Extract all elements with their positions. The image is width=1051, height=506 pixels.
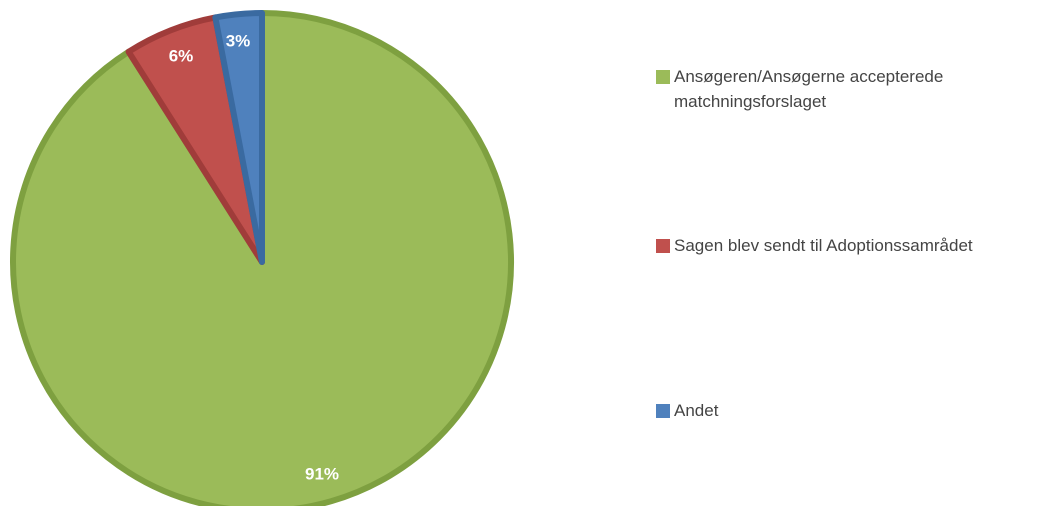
legend: Ansøgeren/Ansøgerne accepterede matchnin… — [656, 0, 1046, 506]
slice-label-sent-to-council: 6% — [169, 46, 194, 65]
legend-label-other: Andet — [674, 401, 719, 420]
slice-label-accepted: 91% — [305, 464, 339, 483]
legend-swatch-sent-to-council — [656, 239, 670, 253]
legend-item-other: Andet — [656, 400, 1046, 423]
slice-label-other: 3% — [226, 31, 251, 50]
pie-plot-area: 91% 6% 3% — [10, 10, 514, 506]
legend-swatch-other — [656, 404, 670, 418]
legend-swatch-accepted — [656, 70, 670, 84]
legend-item-sent-to-council: Sagen blev sendt til Adoptionssamrådet — [656, 235, 1046, 258]
legend-item-accepted: Ansøgeren/Ansøgerne accepterede matchnin… — [656, 66, 1046, 114]
legend-label-accepted: Ansøgeren/Ansøgerne accepterede matchnin… — [674, 67, 944, 111]
legend-label-sent-to-council: Sagen blev sendt til Adoptionssamrådet — [674, 236, 973, 255]
slice-other — [212, 10, 265, 265]
